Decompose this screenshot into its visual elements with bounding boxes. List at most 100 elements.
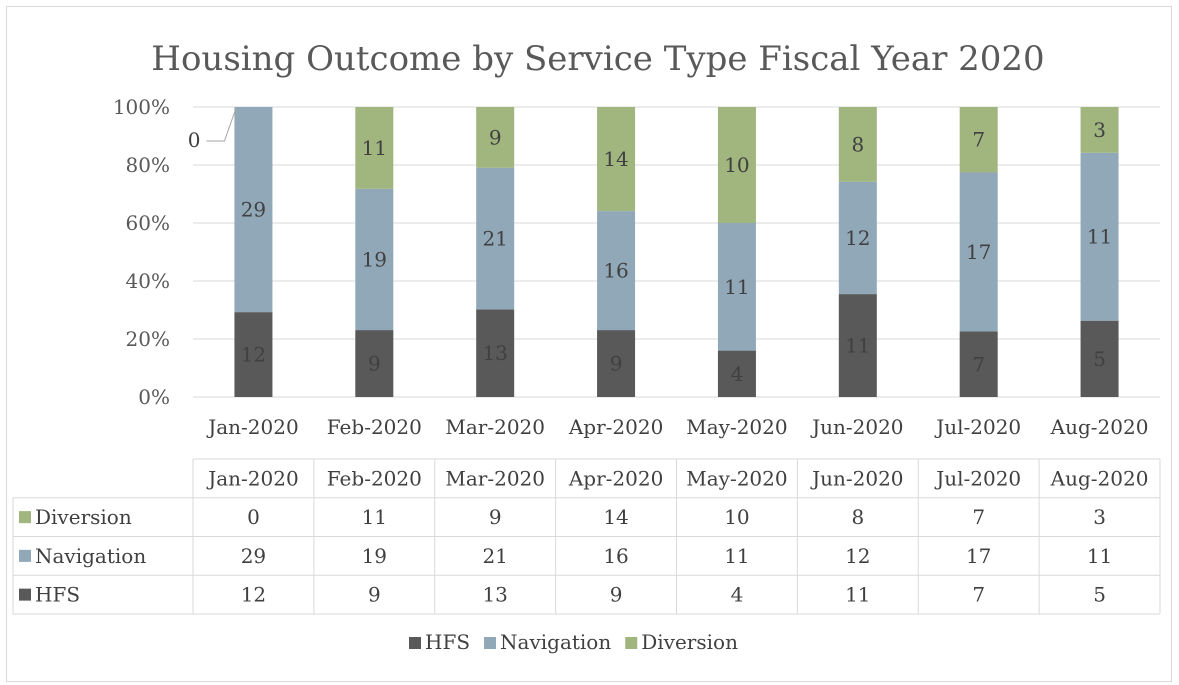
legend-label: HFS: [425, 630, 470, 654]
data-label: 13: [482, 341, 507, 365]
bar-segment: [717, 350, 756, 397]
table-cell: 29: [241, 544, 266, 568]
bar-segment: [959, 331, 998, 397]
table-cell: 14: [603, 505, 628, 529]
table-cell: 11: [845, 583, 870, 607]
table-cell: 11: [1087, 544, 1112, 568]
table-header-cell: Jul-2020: [934, 466, 1021, 490]
y-tick-label: 20%: [126, 327, 170, 351]
legend: HFS Navigation Diversion: [409, 630, 738, 654]
data-label: 10: [724, 153, 749, 177]
table-cell: 8: [851, 505, 864, 529]
bar-segment: [355, 188, 394, 331]
data-label: 0: [188, 128, 201, 152]
legend-label: Navigation: [500, 630, 611, 654]
legend-key: [484, 637, 497, 649]
data-label: 5: [1093, 347, 1106, 371]
table-header-cell: Aug-2020: [1050, 466, 1149, 490]
table-cell: 17: [966, 544, 991, 568]
table-cell: 11: [724, 544, 749, 568]
bar-segment: [717, 223, 756, 351]
chart-title: Housing Outcome by Service Type Fiscal Y…: [151, 39, 1044, 79]
table-header-cell: May-2020: [686, 466, 787, 490]
bar-segment: [1080, 320, 1119, 397]
y-tick-label: 80%: [126, 153, 170, 177]
table-cell: 9: [610, 583, 623, 607]
x-tick-label: Mar-2020: [445, 415, 545, 439]
table-cell: 7: [972, 583, 985, 607]
table-row-label: HFS: [35, 583, 80, 607]
x-tick-label: Jan-2020: [206, 415, 298, 439]
data-label: 29: [241, 198, 266, 222]
data-label: 8: [851, 132, 864, 156]
data-label: 12: [241, 343, 266, 367]
bar-segment: [234, 107, 273, 313]
x-tick-label: Apr-2020: [568, 415, 663, 439]
bars: [234, 107, 1119, 397]
data-label: 16: [603, 259, 628, 283]
bar-segment: [597, 107, 636, 212]
legend-label: Diversion: [641, 630, 738, 654]
bar-segment: [838, 181, 877, 295]
table-cell: 19: [362, 544, 387, 568]
bar-segment: [597, 211, 636, 331]
table-header-cell: Feb-2020: [327, 466, 422, 490]
data-label: 9: [368, 352, 381, 376]
table-header-cell: Jun-2020: [810, 466, 903, 490]
data-label: 12: [845, 226, 870, 250]
data-label: 17: [966, 240, 991, 264]
data-label: 19: [362, 247, 387, 271]
table-header-cell: Jan-2020: [206, 466, 298, 490]
data-label: 11: [845, 334, 870, 358]
y-tick-label: 40%: [126, 269, 170, 293]
table-legend-key: [19, 549, 31, 562]
data-label: 21: [482, 227, 507, 251]
table-cell: 9: [489, 505, 502, 529]
table-cell: 21: [482, 544, 507, 568]
bar-segment: [355, 330, 394, 397]
x-tick-label: Aug-2020: [1050, 415, 1149, 439]
bar-segment: [959, 172, 998, 332]
x-tick-label: Jun-2020: [810, 415, 903, 439]
legend-key: [625, 637, 638, 649]
data-label: 7: [972, 128, 985, 152]
x-tick-label: Feb-2020: [327, 415, 422, 439]
bar-segment: [1080, 152, 1119, 321]
data-label: 11: [1087, 225, 1112, 249]
bar-segment: [355, 107, 394, 189]
table-row-label: Diversion: [35, 505, 132, 529]
table-cell: 3: [1093, 505, 1106, 529]
x-axis-ticks: Jan-2020 Feb-2020 Mar-2020 Apr-2020 May-2020…: [206, 415, 1148, 439]
data-label: 11: [724, 275, 749, 299]
table-cell: 12: [845, 544, 870, 568]
data-table: Jan-2020 Feb-2020 Mar-2020 Apr-2020 May-2020…: [12, 458, 1161, 615]
x-tick-label: May-2020: [686, 415, 787, 439]
bar-segment: [234, 312, 273, 397]
y-tick-label: 100%: [113, 95, 170, 119]
table-cell: 10: [724, 505, 749, 529]
data-label: 4: [731, 362, 744, 386]
table-header-cell: Mar-2020: [445, 466, 545, 490]
bar-segment: [476, 309, 515, 397]
data-label: 9: [610, 352, 623, 376]
chart-canvas: Housing Outcome by Service Type Fiscal Y…: [12, 39, 1161, 654]
y-tick-label: 0%: [138, 385, 170, 409]
table-cell: 4: [731, 583, 744, 607]
bar-segment: [1080, 107, 1119, 153]
bar-segment: [838, 107, 877, 182]
table-cell: 16: [603, 544, 628, 568]
data-label: 3: [1093, 118, 1106, 142]
data-label: 9: [489, 125, 502, 149]
bar-segment: [838, 294, 877, 397]
x-tick-label: Jul-2020: [934, 415, 1021, 439]
table-header-cell: Apr-2020: [568, 466, 663, 490]
table-cell: 13: [482, 583, 507, 607]
table-legend-key: [19, 588, 31, 601]
table-cell: 11: [362, 505, 387, 529]
data-label: 14: [603, 147, 628, 171]
bar-segment: [959, 107, 998, 173]
chart-frame: Housing Outcome by Service Type Fiscal Y…: [6, 6, 1172, 682]
table-cell: 9: [368, 583, 381, 607]
data-labels: 12 29 0 9 19 11 13 21 9 9 16 14 4 11 10 11 12 8 7 17 7 5 11 3: [188, 106, 1112, 386]
y-axis-ticks: 0% 20% 40% 60% 80% 100%: [113, 95, 170, 409]
